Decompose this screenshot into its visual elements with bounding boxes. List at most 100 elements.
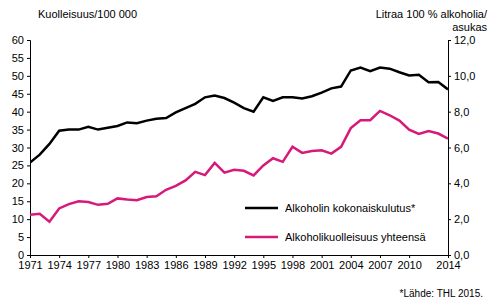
y-tick: 50	[12, 70, 30, 82]
y2-tick-mark	[448, 183, 451, 184]
y-tick-mark	[27, 219, 30, 220]
series-line	[30, 68, 448, 163]
y-tick-label: 40	[12, 106, 24, 118]
y2-tick-mark	[448, 40, 451, 41]
y-tick-mark	[27, 112, 30, 113]
y2-tick: 10,0	[448, 70, 475, 82]
chart: 0510152025303540455055600,02,04,06,08,01…	[0, 0, 491, 303]
y-axis-title: Kuolleisuus/100 000	[38, 8, 137, 20]
legend-swatch	[245, 207, 278, 210]
y-tick-mark	[27, 40, 30, 41]
y-tick-mark	[27, 255, 30, 256]
x-tick-mark	[117, 255, 118, 258]
x-tick-label: 1995	[252, 259, 276, 271]
x-tick: 1974	[47, 255, 71, 271]
x-tick-mark	[292, 255, 293, 258]
x-tick-mark	[263, 255, 264, 258]
y-tick: 10	[12, 213, 30, 225]
x-tick-label: 1977	[77, 259, 101, 271]
x-tick-label: 1986	[164, 259, 188, 271]
y-tick: 30	[12, 142, 30, 154]
x-tick-mark	[409, 255, 410, 258]
x-tick-mark	[30, 255, 31, 258]
x-tick-mark	[448, 255, 449, 258]
x-tick: 1980	[106, 255, 130, 271]
x-tick: 1995	[252, 255, 276, 271]
y-tick-mark	[27, 148, 30, 149]
y-tick-mark	[27, 76, 30, 77]
y-tick: 20	[12, 177, 30, 189]
x-tick-mark	[380, 255, 381, 258]
series-line	[30, 111, 448, 222]
y-tick-label: 30	[12, 142, 24, 154]
y-tick: 15	[12, 195, 30, 207]
x-tick-label: 1992	[222, 259, 246, 271]
y-axis: 051015202530354045505560	[12, 34, 31, 261]
y2-tick-label: 12,0	[454, 34, 475, 46]
y-tick-label: 5	[18, 231, 24, 243]
x-tick-label: 2007	[368, 259, 392, 271]
y-tick-mark	[27, 237, 30, 238]
x-tick-label: 2014	[436, 259, 460, 271]
x-tick-label: 2004	[339, 259, 363, 271]
x-tick-mark	[147, 255, 148, 258]
x-tick-label: 1983	[135, 259, 159, 271]
y2-tick-label: 10,0	[454, 70, 475, 82]
y-tick-label: 25	[12, 159, 24, 171]
x-tick: 1977	[77, 255, 101, 271]
x-tick-label: 2010	[397, 259, 421, 271]
y-tick-mark	[27, 130, 30, 131]
x-tick: 2001	[310, 255, 334, 271]
x-axis: 1971 1974 1977 1980 1983 1986 1989 1992 1995 1998…	[18, 255, 460, 271]
y2-tick: 8,0	[448, 106, 469, 118]
x-tick-label: 1974	[47, 259, 71, 271]
y2-axis-title: asukas	[452, 21, 487, 33]
y-tick-mark	[27, 165, 30, 166]
x-tick: 1989	[193, 255, 217, 271]
y-tick-label: 60	[12, 34, 24, 46]
y2-tick-label: 4,0	[454, 177, 469, 189]
y-tick: 45	[12, 88, 30, 100]
y2-tick: 6,0	[448, 142, 469, 154]
y2-tick: 12,0	[448, 34, 475, 46]
y-tick-label: 55	[12, 52, 24, 64]
y-tick-mark	[27, 58, 30, 59]
y-tick-label: 10	[12, 213, 24, 225]
y2-tick: 2,0	[448, 213, 469, 225]
y2-tick-mark	[448, 219, 451, 220]
x-tick: 1971	[18, 255, 42, 271]
x-tick-mark	[88, 255, 89, 258]
x-tick: 1998	[281, 255, 305, 271]
legend-swatch	[245, 236, 278, 239]
y2-tick-mark	[448, 76, 451, 77]
x-tick-mark	[322, 255, 323, 258]
x-tick: 1992	[222, 255, 246, 271]
y-tick-label: 50	[12, 70, 24, 82]
x-tick-mark	[176, 255, 177, 258]
y2-tick-mark	[448, 148, 451, 149]
x-tick: 2014	[436, 255, 460, 271]
y-tick-label: 20	[12, 177, 24, 189]
y2-axis: 0,02,04,06,08,010,012,0	[448, 34, 475, 261]
x-tick-mark	[234, 255, 235, 258]
plot-area	[30, 68, 448, 222]
y2-axis-line	[449, 41, 452, 256]
y-tick: 40	[12, 106, 30, 118]
y-tick: 25	[12, 159, 30, 171]
x-tick: 1983	[135, 255, 159, 271]
y-tick: 35	[12, 124, 30, 136]
legend-label: Alkoholikuolleisuus yhteensä	[285, 231, 427, 243]
legend-label: Alkoholin kokonaiskulutus*	[285, 202, 416, 214]
x-axis-line	[31, 256, 449, 259]
x-tick: 2004	[339, 255, 363, 271]
y-tick-mark	[27, 201, 30, 202]
y2-tick-mark	[448, 112, 451, 113]
y2-tick-label: 8,0	[454, 106, 469, 118]
x-tick: 2010	[397, 255, 421, 271]
y-tick-label: 15	[12, 195, 24, 207]
x-tick-mark	[351, 255, 352, 258]
y2-tick-label: 2,0	[454, 213, 469, 225]
y2-axis-title: Litraa 100 % alkoholia/	[376, 8, 488, 20]
x-tick-label: 1971	[18, 259, 42, 271]
y-tick: 5	[18, 231, 30, 243]
